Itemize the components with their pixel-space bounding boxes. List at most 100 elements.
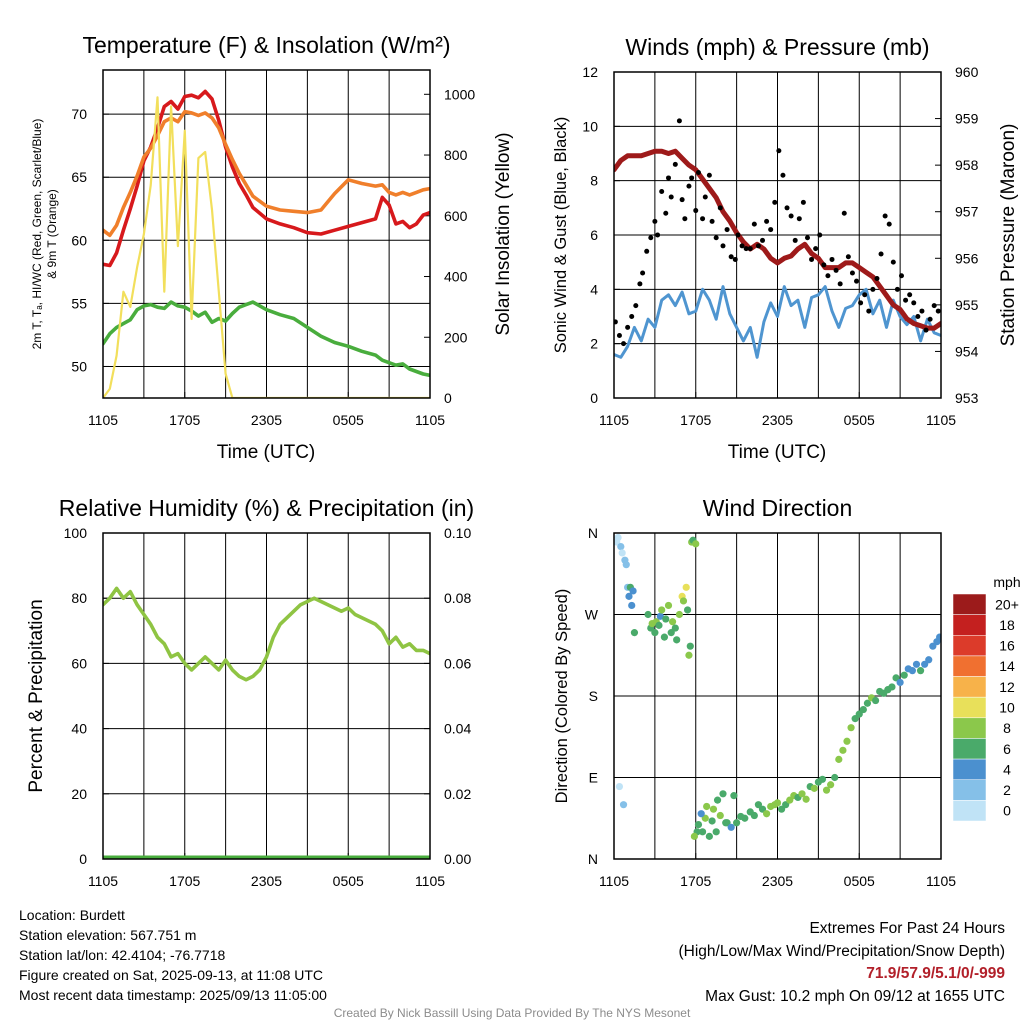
colorbar-swatch <box>952 758 987 780</box>
gust-point <box>845 254 851 260</box>
direction-point <box>668 618 677 626</box>
direction-point <box>936 633 941 641</box>
colorbar-label: 10 <box>999 700 1015 716</box>
max-gust: Max Gust: 10.2 mph On 09/12 at 1655 UTC <box>705 987 1005 1005</box>
colorbar-swatch <box>952 635 987 657</box>
gust-point <box>768 227 774 233</box>
x-axis-label: Time (UTC) <box>728 442 827 463</box>
y-tick-label: 0 <box>590 390 598 406</box>
x-tick-label: 1705 <box>169 412 200 428</box>
y-tick-label: 100 <box>64 525 88 541</box>
x-tick-label: 1105 <box>599 412 629 428</box>
direction-point <box>733 819 741 827</box>
colorbar-swatch <box>952 676 987 698</box>
y-tick-label: 12 <box>582 64 598 80</box>
series-rh <box>103 586 430 682</box>
direction-point <box>802 795 810 803</box>
gust-point <box>663 210 669 216</box>
direction-point <box>719 790 727 798</box>
y2-tick-label: 960 <box>955 64 979 80</box>
colorbar-swatch <box>952 738 987 760</box>
x-tick-label: 1105 <box>88 412 118 428</box>
colorbar-swatch <box>952 800 987 822</box>
direction-point <box>727 823 735 831</box>
plot-frame <box>102 69 431 399</box>
direction-point <box>683 606 692 614</box>
gust-point <box>911 300 917 306</box>
gust-point <box>935 308 941 314</box>
panel-title: Temperature (F) & Insolation (W/m²) <box>82 32 450 58</box>
colorbar-swatch <box>952 593 987 615</box>
gust-point <box>747 246 753 252</box>
y-tick-label: 8 <box>590 173 598 189</box>
direction-point <box>628 601 636 610</box>
direction-point <box>615 782 624 791</box>
y-tick-label: 6 <box>590 227 598 243</box>
y2-tick-label: 955 <box>955 297 979 313</box>
recent-timestamp: Most recent data timestamp: 2025/09/13 1… <box>19 987 327 1003</box>
x-tick-label: 1105 <box>415 412 445 428</box>
direction-point <box>705 832 713 840</box>
direction-point <box>798 790 806 798</box>
direction-point <box>741 814 749 822</box>
plot-area <box>614 118 941 359</box>
direction-point <box>679 597 688 605</box>
x-tick-label: 1705 <box>169 873 200 889</box>
gust-point <box>780 172 786 178</box>
gust-point <box>732 256 738 262</box>
direction-point <box>843 737 851 745</box>
x-tick-label: 0505 <box>333 873 364 889</box>
direction-point <box>713 796 722 804</box>
gust-point <box>755 243 761 249</box>
direction-point <box>703 802 711 811</box>
gust-point <box>668 194 674 200</box>
gust-point <box>735 232 741 238</box>
direction-point <box>863 699 872 707</box>
series-2m-td <box>103 300 430 378</box>
gust-point <box>728 254 734 260</box>
y2-tick-label: 954 <box>955 343 979 359</box>
plot-frame <box>102 532 431 860</box>
gust-point <box>682 216 688 222</box>
direction-point <box>685 651 693 659</box>
direction-point <box>673 636 681 644</box>
direction-point <box>722 819 730 827</box>
gust-point <box>927 316 933 322</box>
y2-tick-label: 958 <box>955 157 979 173</box>
y-axis-label: & 9m T (Orange) <box>45 189 59 279</box>
direction-point <box>847 724 855 732</box>
gust-point <box>931 303 937 309</box>
plot-area <box>614 533 941 840</box>
y-axis-label: Direction (Colored By Speed) <box>553 589 571 804</box>
y-tick-label: 55 <box>71 295 87 311</box>
direction-point <box>925 656 933 664</box>
gust-point <box>633 303 639 309</box>
gust-point <box>923 327 929 333</box>
gust-point <box>637 281 643 287</box>
y-axis-label: Percent & Precipitation <box>26 599 47 792</box>
direction-point <box>818 775 827 783</box>
x-tick-label: 2305 <box>251 412 282 428</box>
y2-tick-label: 959 <box>955 111 979 127</box>
y2-tick-label: 957 <box>955 204 979 220</box>
gust-point <box>870 286 876 292</box>
extremes-values: 71.9/57.9/5.1/0/-999 <box>866 965 1005 982</box>
colorbar-swatch <box>952 655 987 677</box>
gust-point <box>792 237 798 243</box>
direction-point <box>655 621 663 629</box>
gust-point <box>743 246 749 252</box>
gust-point <box>804 235 810 241</box>
direction-point <box>912 660 921 668</box>
gust-point <box>666 175 671 181</box>
gust-point <box>764 218 770 224</box>
gust-point <box>821 262 827 268</box>
colorbar-label: 2 <box>1003 782 1011 798</box>
gust-point <box>817 232 823 238</box>
gust-point <box>833 267 839 273</box>
gust-point <box>693 208 699 214</box>
y2-tick-label: 0.08 <box>444 590 471 606</box>
y-tick-label: E <box>589 770 598 786</box>
direction-point <box>660 633 669 641</box>
direction-point <box>625 592 633 600</box>
